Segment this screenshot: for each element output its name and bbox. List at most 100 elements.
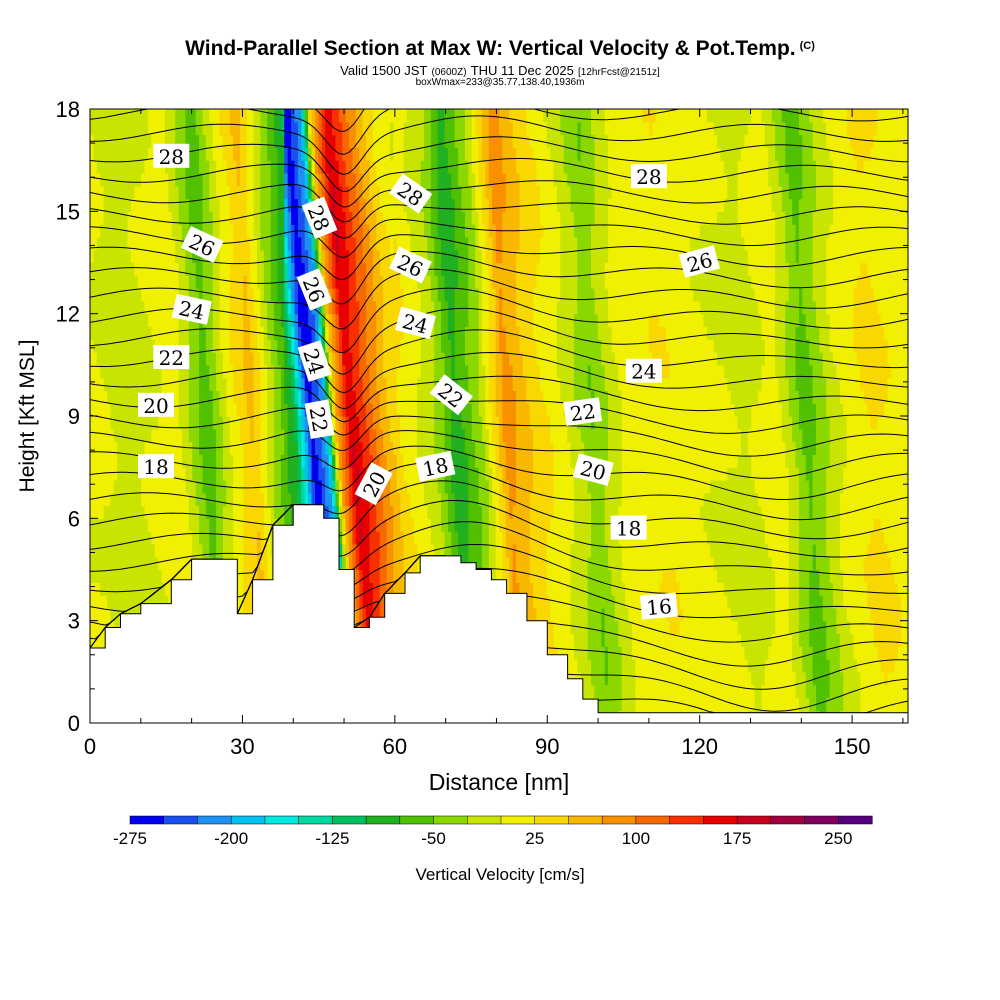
- w-cell: [93, 479, 98, 494]
- w-cell: [676, 633, 681, 647]
- w-cell: [611, 671, 616, 686]
- w-cell: [754, 543, 759, 558]
- w-cell: [880, 684, 885, 699]
- w-cell: [642, 479, 647, 494]
- w-cell: [730, 492, 735, 507]
- w-cell: [270, 479, 275, 494]
- w-cell: [124, 531, 129, 545]
- w-cell: [253, 479, 258, 494]
- w-cell: [740, 492, 745, 507]
- w-cell: [717, 684, 722, 699]
- w-cell: [686, 556, 691, 571]
- w-cell: [901, 607, 906, 622]
- w-cell: [188, 492, 193, 507]
- w-cell: [846, 671, 851, 686]
- w-cell: [137, 505, 142, 519]
- w-cell: [567, 531, 572, 545]
- w-cell: [263, 531, 268, 545]
- w-cell: [127, 569, 132, 583]
- w-cell: [205, 543, 210, 558]
- w-cell: [727, 505, 732, 519]
- w-cell: [703, 684, 708, 699]
- w-cell: [577, 569, 582, 583]
- w-cell: [427, 531, 432, 545]
- w-cell: [870, 543, 875, 558]
- w-cell: [614, 697, 619, 711]
- w-cell: [867, 531, 872, 545]
- w-cell: [451, 518, 456, 532]
- w-cell: [795, 659, 800, 673]
- w-cell: [638, 582, 643, 596]
- w-cell: [781, 479, 786, 494]
- w-cell: [328, 454, 333, 468]
- w-cell: [717, 479, 722, 494]
- w-cell: [887, 492, 892, 507]
- w-cell: [601, 697, 606, 711]
- w-cell: [117, 595, 122, 609]
- w-cell: [400, 479, 405, 494]
- w-cell: [444, 518, 449, 532]
- w-cell: [570, 569, 575, 583]
- w-cell: [666, 556, 671, 571]
- w-cell: [393, 518, 398, 532]
- w-cell: [706, 684, 711, 699]
- w-cell: [778, 505, 783, 519]
- w-cell: [720, 646, 725, 660]
- w-cell: [887, 582, 892, 596]
- w-cell: [359, 595, 364, 609]
- w-cell: [683, 505, 688, 519]
- w-cell: [93, 492, 98, 507]
- w-cell: [362, 595, 367, 609]
- w-cell: [652, 556, 657, 571]
- w-cell: [393, 479, 398, 494]
- w-cell: [584, 659, 589, 673]
- w-cell: [591, 659, 596, 673]
- w-cell: [836, 543, 841, 558]
- chart-title-text: Wind-Parallel Section at Max W: Vertical…: [185, 37, 796, 60]
- w-cell: [417, 492, 422, 507]
- w-cell: [798, 633, 803, 647]
- w-cell: [461, 518, 466, 532]
- w-cell: [730, 518, 735, 532]
- w-cell: [870, 531, 875, 545]
- w-cell: [734, 697, 739, 711]
- w-cell: [546, 556, 551, 571]
- w-cell: [768, 697, 773, 711]
- w-cell: [137, 556, 142, 571]
- w-cell: [836, 684, 841, 699]
- w-cell: [495, 531, 500, 545]
- w-cell: [703, 582, 708, 596]
- w-cell: [328, 492, 333, 507]
- w-cell: [345, 518, 350, 532]
- w-cell: [747, 467, 752, 481]
- w-cell: [461, 543, 466, 558]
- w-cell: [846, 531, 851, 545]
- w-cell: [679, 467, 684, 481]
- w-cell: [863, 556, 868, 571]
- w-cell: [567, 569, 572, 583]
- w-cell: [904, 479, 908, 494]
- w-cell: [761, 659, 766, 673]
- w-cell: [693, 684, 698, 699]
- w-cell: [785, 543, 790, 558]
- w-cell: [710, 671, 715, 686]
- w-cell: [683, 646, 688, 660]
- w-cell: [631, 697, 636, 711]
- w-cell: [829, 633, 834, 647]
- w-cell: [403, 492, 408, 507]
- w-cell: [686, 633, 691, 647]
- w-cell: [594, 620, 599, 635]
- w-cell: [730, 582, 735, 596]
- w-cell: [454, 467, 459, 481]
- w-cell: [897, 684, 902, 699]
- w-cell: [573, 620, 578, 635]
- w-cell: [788, 543, 793, 558]
- w-cell: [601, 505, 606, 519]
- w-cell: [856, 492, 861, 507]
- w-cell: [403, 479, 408, 494]
- w-cell: [642, 697, 647, 711]
- w-cell: [580, 582, 585, 596]
- w-cell: [717, 543, 722, 558]
- w-cell: [764, 543, 769, 558]
- w-cell: [117, 569, 122, 583]
